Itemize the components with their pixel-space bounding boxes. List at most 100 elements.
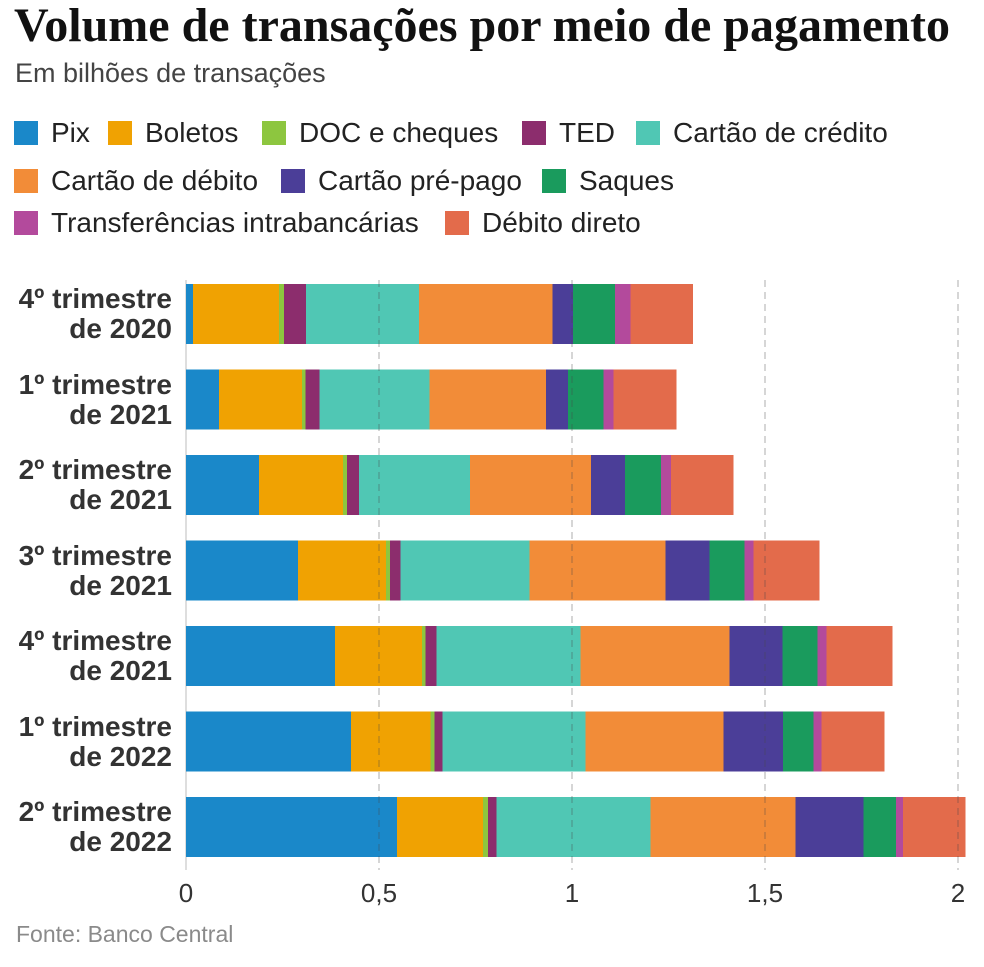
bar-segment-boletos	[218, 369, 302, 430]
legend-item-transferencias-intrabancarias: Transferências intrabancárias	[14, 208, 419, 238]
bar-segment-boletos	[334, 626, 422, 686]
legend-swatch-doc-e-cheques	[262, 121, 286, 145]
legend-item-cartao-pre-pago: Cartão pré-pago	[281, 166, 522, 196]
bar-segment-cartao-pre-pago	[590, 455, 625, 515]
legend-swatch-cartao-de-debito	[14, 169, 38, 193]
category-label: 2º trimestre de 2021	[18, 454, 172, 515]
legend-label: TED	[559, 117, 615, 148]
bar-segment-ted	[305, 369, 320, 430]
legend-swatch-boletos	[108, 121, 132, 145]
bar-2-trimestre-de-2022	[186, 797, 966, 857]
legend-label: Pix	[51, 117, 90, 148]
bar-segment-cartao-de-credito	[319, 369, 430, 430]
bar-segment-pix	[186, 284, 193, 344]
bar-segment-cartao-de-debito	[429, 369, 546, 430]
bar-segment-ted	[425, 626, 437, 686]
x-tick-label: 1	[565, 878, 579, 908]
bar-segment-cartao-pre-pago	[552, 284, 574, 344]
bar-1-trimestre-de-2021	[186, 369, 677, 430]
bar-segment-cartao-de-credito	[436, 626, 581, 686]
category-label: 2º trimestre de 2022	[18, 796, 172, 857]
bar-segment-transferencias-intrabancarias	[615, 284, 631, 344]
bar-segment-transferencias-intrabancarias	[813, 711, 822, 772]
bar-segment-saques	[782, 626, 818, 686]
page-subtitle: Em bilhões de transações	[15, 58, 326, 88]
legend-swatch-debito-direto	[445, 211, 469, 235]
bar-2-trimestre-de-2021	[186, 455, 734, 515]
bar-segment-cartao-de-credito	[442, 711, 586, 772]
bar-segment-pix	[186, 711, 351, 772]
legend-swatch-saques	[542, 169, 566, 193]
legend-item-pix: Pix	[14, 118, 90, 148]
bar-segment-cartao-pre-pago	[665, 540, 710, 601]
bar-segment-cartao-pre-pago	[729, 626, 783, 686]
legend-item-saques: Saques	[542, 166, 674, 196]
bar-segment-doc-e-cheques	[430, 711, 435, 772]
x-tick-label: 2	[951, 878, 965, 908]
bar-segment-doc-e-cheques	[421, 626, 426, 686]
bar-segment-saques	[782, 711, 814, 772]
bar-segment-boletos	[297, 540, 386, 601]
legend-item-ted: TED	[522, 118, 615, 148]
bar-segment-pix	[186, 455, 259, 515]
bar-segment-ted	[346, 455, 359, 515]
bar-segment-pix	[186, 369, 219, 430]
bar-segment-cartao-de-debito	[650, 797, 796, 857]
bar-4-trimestre-de-2020	[186, 284, 694, 344]
legend-swatch-cartao-pre-pago	[281, 169, 305, 193]
bar-segment-cartao-de-credito	[306, 284, 420, 344]
bar-segment-cartao-de-debito	[585, 711, 724, 772]
category-label: 3º trimestre de 2021	[18, 539, 172, 601]
legend-swatch-ted	[522, 121, 546, 145]
bar-segment-debito-direto	[821, 711, 885, 772]
legend-label: Cartão de crédito	[673, 117, 888, 148]
legend-label: Cartão de débito	[51, 165, 259, 196]
bar-segment-debito-direto	[826, 626, 893, 686]
bar-segment-doc-e-cheques	[279, 284, 285, 344]
legend-swatch-transferencias-intrabancarias	[14, 211, 38, 235]
legend-swatch-cartao-de-credito	[636, 121, 660, 145]
legend-label: Boletos	[145, 117, 239, 148]
bar-segment-cartao-de-debito	[580, 626, 730, 686]
bar-segment-doc-e-cheques	[343, 455, 347, 515]
bar-segment-doc-e-cheques	[483, 797, 489, 857]
bar-segment-pix	[186, 540, 298, 601]
bar-segment-cartao-pre-pago	[795, 797, 864, 857]
bar-segment-boletos	[397, 797, 484, 857]
legend-label: DOC e cheques	[299, 117, 499, 148]
bar-segment-pix	[186, 797, 398, 857]
bar-segment-saques	[573, 284, 616, 344]
page-title: Volume de transações por meio de pagamen…	[14, 0, 950, 52]
bar-4-trimestre-de-2021	[186, 626, 893, 686]
legend-label: Transferências intrabancárias	[51, 207, 419, 238]
bars	[186, 284, 966, 857]
bar-segment-cartao-de-debito	[470, 455, 591, 515]
bar-segment-saques	[624, 455, 661, 515]
bar-segment-saques	[567, 369, 604, 430]
bar-segment-ted	[284, 284, 307, 344]
x-tick-label: 0,5	[361, 878, 397, 908]
x-axis: 0 0,5 1 1,5 2	[179, 878, 965, 908]
bar-segment-cartao-de-credito	[496, 797, 651, 857]
bar-segment-cartao-pre-pago	[545, 369, 568, 430]
bar-segment-boletos	[258, 455, 344, 515]
category-label: 4º trimestre de 2021	[18, 625, 172, 686]
category-label: 1º trimestre de 2021	[18, 368, 172, 430]
bar-segment-ted	[434, 711, 443, 772]
bar-segment-cartao-de-debito	[419, 284, 553, 344]
bar-segment-transferencias-intrabancarias	[660, 455, 671, 515]
bar-segment-debito-direto	[613, 369, 677, 430]
legend-label: Débito direto	[482, 207, 641, 238]
bar-segment-transferencias-intrabancarias	[896, 797, 904, 857]
bar-segment-debito-direto	[903, 797, 966, 857]
bar-segment-doc-e-cheques	[301, 369, 306, 430]
bar-segment-transferencias-intrabancarias	[744, 540, 754, 601]
legend-item-cartao-de-credito: Cartão de crédito	[636, 118, 888, 148]
bar-segment-debito-direto	[670, 455, 734, 515]
bar-segment-cartao-de-credito	[400, 540, 530, 601]
bar-segment-boletos	[192, 284, 280, 344]
legend-item-cartao-de-debito: Cartão de débito	[14, 166, 258, 196]
bar-segment-cartao-de-credito	[358, 455, 471, 515]
x-tick-label: 1,5	[747, 878, 783, 908]
